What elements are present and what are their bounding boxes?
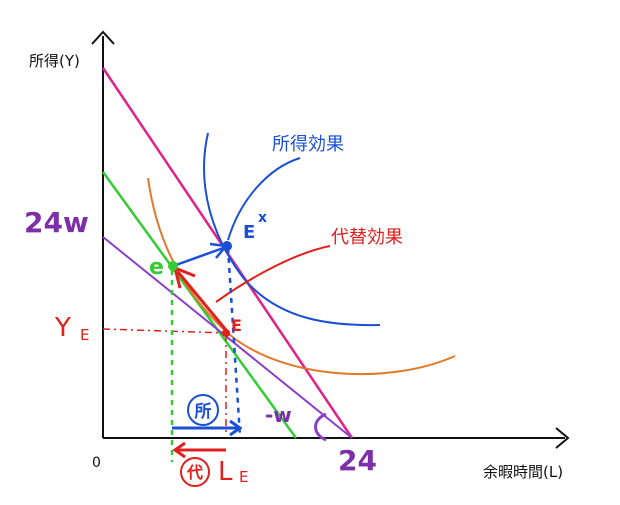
point-e-dot — [222, 329, 230, 337]
budget-line-compensated — [101, 171, 298, 439]
point-ex-label: E — [243, 222, 255, 243]
x-axis-label: 余暇時間(L) — [483, 463, 563, 481]
point-e-label: E — [231, 316, 242, 335]
ye-dash-line — [102, 328, 227, 334]
indifference-curve-low — [147, 177, 456, 376]
le-label-main: L — [218, 457, 233, 487]
x-axis-arrowhead — [555, 427, 570, 449]
origin-label: 0 — [92, 455, 101, 471]
ye-label-sub: E — [80, 326, 89, 344]
ex-dash-line — [226, 247, 242, 437]
point-e-small-label: e — [149, 255, 164, 280]
income-intercept-label: 24w — [24, 206, 89, 239]
income-arrow-small-e-to-ex — [175, 245, 227, 267]
indifference-curve-high — [203, 132, 381, 327]
y-axis-arrowhead — [91, 30, 115, 45]
leisure-intercept-label: 24 — [338, 444, 377, 477]
slope-label: -w — [265, 403, 292, 427]
substitution-effect-pointer — [215, 245, 331, 303]
income-effect-label: 所得効果 — [272, 134, 344, 155]
ye-label-main: Y — [54, 313, 71, 343]
income-effect-bar-arrowhead — [229, 419, 243, 437]
y-axis-label: 所得(Y) — [29, 52, 80, 70]
substitution-effect-circle-label: 代 — [186, 463, 203, 482]
income-effect-circle-label: 所 — [195, 402, 212, 422]
substitution-effect-bar-arrowhead — [172, 441, 186, 459]
income-effect-circle — [187, 394, 219, 426]
substitution-effect-circle — [180, 457, 210, 487]
income-effect-pointer — [227, 157, 301, 241]
point-ex-dot — [222, 241, 232, 251]
substitution-effect-label: 代替効果 — [331, 227, 403, 248]
substitution-arrow-e-to-small-e — [176, 271, 228, 331]
le-label-sub: E — [239, 468, 248, 486]
slope-bracket — [314, 412, 327, 442]
budget-line-original — [102, 236, 353, 439]
point-e-small-dot — [168, 261, 178, 271]
point-ex-superscript: x — [258, 210, 267, 226]
